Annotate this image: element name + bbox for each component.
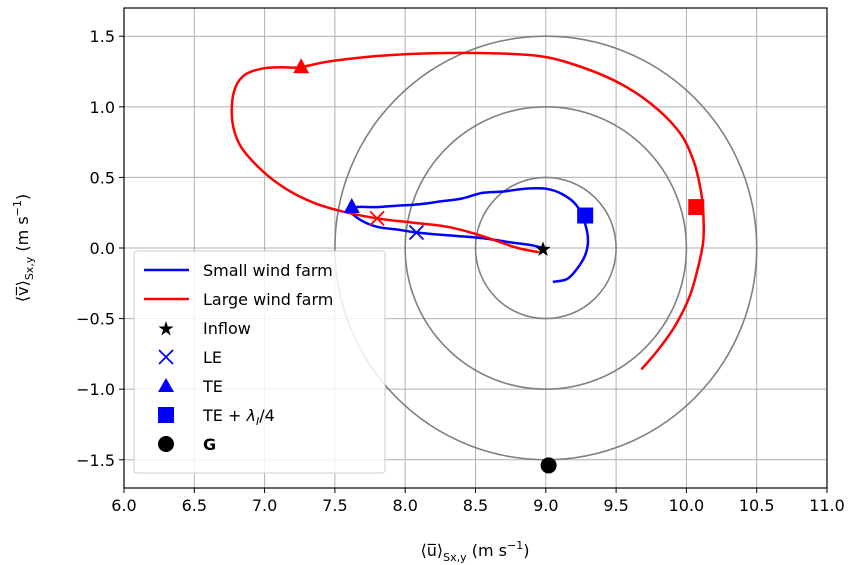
- x-axis-label-exponent: −1: [507, 539, 523, 552]
- legend-swatch-te-triangle: [158, 378, 174, 392]
- te-quarter-marker: [577, 207, 594, 224]
- legend-label-small: Small wind farm: [203, 261, 333, 280]
- markers: [293, 58, 705, 474]
- legend-label-te-quarter-lambda: λ: [245, 406, 255, 425]
- small-wind-farm-line: [347, 186, 590, 284]
- te-quarter-marker: [688, 199, 705, 216]
- legend: Small wind farm Large wind farm Inflow L…: [133, 250, 386, 474]
- legend-label-te-quarter: TE + λI/4: [202, 406, 275, 428]
- legend-box: [133, 250, 386, 474]
- x-tick-label: 8.5: [463, 496, 488, 515]
- te-marker: [293, 58, 310, 74]
- x-tick-label: 7.0: [252, 496, 277, 515]
- legend-label-te-quarter-prefix: TE +: [202, 406, 246, 425]
- legend-swatch-inflow-star: [158, 321, 174, 336]
- le-marker: [369, 210, 385, 226]
- x-tick-label: 6.5: [182, 496, 207, 515]
- inflow-marker: [535, 241, 551, 256]
- x-axis-label-subscript: Sx,y: [443, 551, 467, 564]
- le-marker-stroke: [369, 210, 385, 226]
- y-axis-label-close: ): [13, 194, 32, 200]
- y-axis-label-exponent: −1: [11, 200, 24, 216]
- y-axis-label-subscript: Sx,y: [23, 256, 36, 280]
- y-tick-label: 0.5: [90, 168, 115, 187]
- y-tick-label: −1.5: [76, 451, 115, 470]
- legend-swatch-g-circle: [158, 436, 174, 452]
- y-tick-label: 1.0: [90, 98, 115, 117]
- legend-swatch-te-quarter-square: [158, 407, 174, 423]
- x-tick-label: 7.5: [322, 496, 347, 515]
- x-tick-label: 11.0: [809, 496, 845, 515]
- le-marker: [408, 224, 425, 241]
- legend-label-te-quarter-suffix: /4: [259, 406, 275, 425]
- x-tick-label: 9.0: [533, 496, 558, 515]
- legend-label-te-quarter-sub: I: [256, 415, 259, 428]
- y-axis-label-symbol: ⟨v̅⟩: [13, 280, 32, 302]
- y-axis-label: ⟨v̅⟩Sx,y (m s−1): [11, 194, 36, 302]
- y-axis-label-unit: (m s: [13, 216, 32, 256]
- y-tick-label: −1.0: [76, 380, 115, 399]
- x-tick-label: 6.0: [111, 496, 136, 515]
- reference-circle: [474, 176, 617, 320]
- axis-ticks: 6.0 6.5 7.0 7.5 8.0 8.5 9.0 9.5 10.0 10.5 11.0 −1.5…: [76, 27, 845, 515]
- y-tick-label: 0.0: [90, 239, 115, 258]
- legend-label-g: G: [203, 435, 216, 454]
- x-axis-label-unit: (m s: [467, 541, 507, 560]
- x-tick-label: 10.5: [739, 496, 775, 515]
- x-tick-label: 8.0: [392, 496, 417, 515]
- x-axis-label-symbol: ⟨u̅⟩: [421, 541, 444, 560]
- legend-label-large: Large wind farm: [203, 290, 333, 309]
- x-axis-label: ⟨u̅⟩Sx,y (m s−1): [421, 539, 530, 564]
- x-tick-label: 10.0: [669, 496, 705, 515]
- legend-label-le: LE: [203, 348, 222, 367]
- x-axis-label-close: ): [523, 541, 529, 560]
- y-tick-label: 1.5: [90, 27, 115, 46]
- legend-label-inflow: Inflow: [203, 319, 251, 338]
- x-tick-label: 9.5: [603, 496, 628, 515]
- te-marker: [343, 198, 360, 214]
- legend-label-te: TE: [202, 377, 223, 396]
- reference-circle: [404, 106, 688, 390]
- le-marker-stroke: [408, 224, 425, 241]
- legend-swatch-le-cross: [158, 349, 174, 365]
- y-tick-label: −0.5: [76, 310, 115, 329]
- g-marker: [540, 457, 557, 474]
